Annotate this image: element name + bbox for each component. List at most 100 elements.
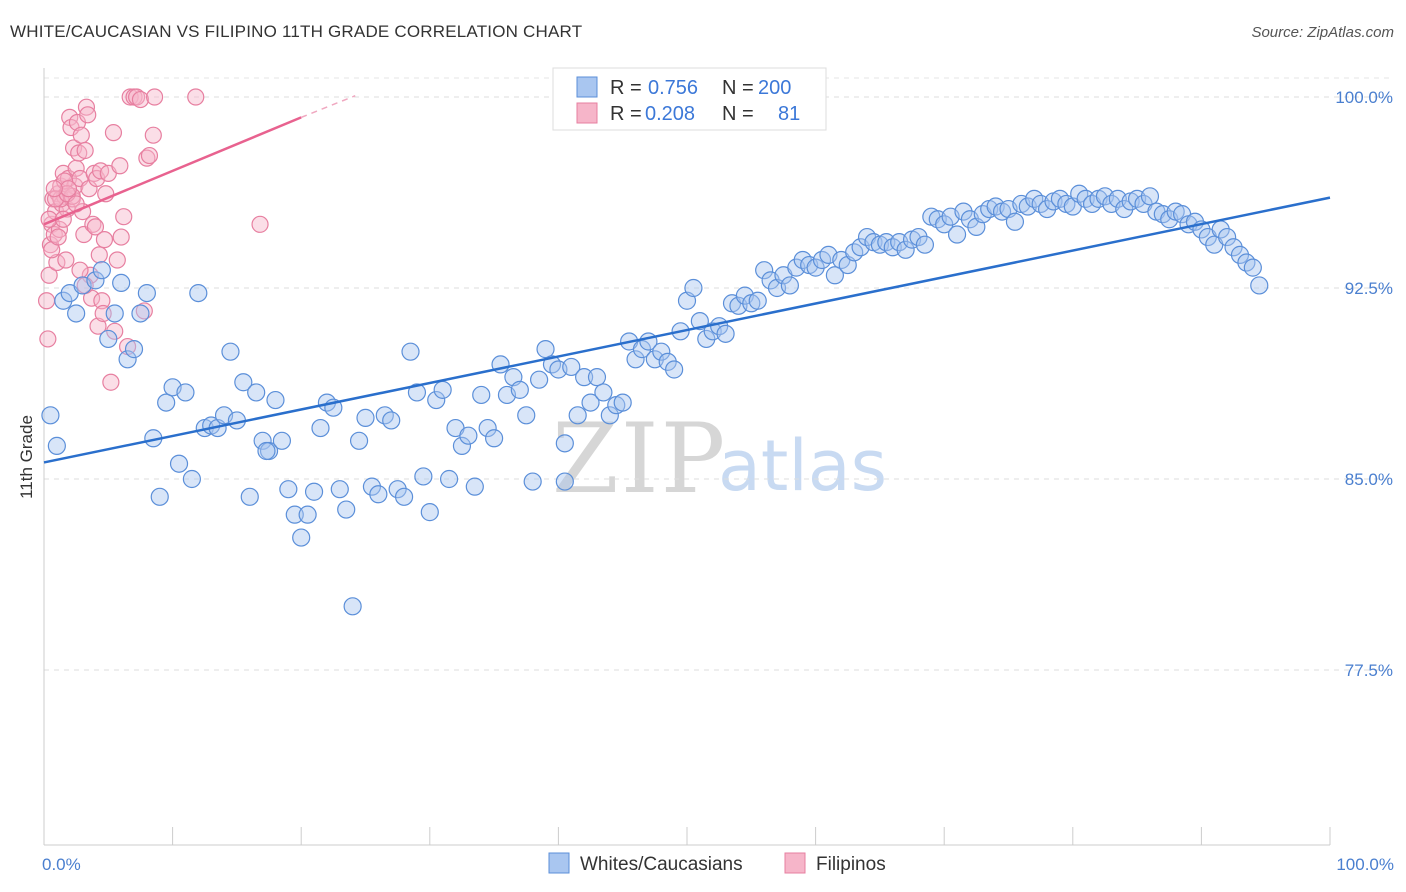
whites-trend-line [43,196,1331,464]
bottom-legend-label: Whites/Caucasians [580,854,743,875]
legend-n-value: 200 [758,77,791,99]
whites-point [92,261,111,280]
legend-swatch-pink [576,102,598,124]
filipinos-point [104,124,123,142]
whites-point [652,342,671,361]
filipinos-point [72,126,90,144]
x-tick-label: 100.0% [1336,855,1394,874]
whites-point [285,505,304,524]
whites-point [478,418,497,438]
y-axis-label: 11th Grade [17,415,36,499]
whites-point [157,393,176,412]
filipinos-point [57,251,75,269]
whites-point [613,393,632,412]
whites-point [684,278,703,298]
watermark-zip: ZIP [552,403,727,515]
whites-point [587,368,607,387]
whites-point [909,227,928,247]
whites-point [1224,238,1243,257]
filipinos-point [251,215,269,233]
whites-point [414,467,433,486]
whites-point [452,436,472,455]
filipinos-point [93,292,111,310]
legend-box [552,67,827,131]
filipinos-point [39,330,57,348]
filipinos-point [89,317,107,335]
x-tick-labels: 0.0% 100.0% [42,855,1394,874]
y-tick-label: 100.0% [1335,88,1393,107]
whites-point [221,342,240,361]
filipinos-point [111,157,129,175]
whites-point [131,304,150,323]
whites-point [298,505,317,524]
y-tick-label: 77.5% [1345,661,1393,680]
whites-point [356,408,375,427]
whites-point [915,235,935,254]
whites-point [292,528,311,547]
whites-point [54,291,73,310]
filipinos-point [71,261,89,279]
whites-point [382,411,401,430]
whites-point [1218,227,1237,247]
whites-point [954,202,973,221]
watermark-atlas: atlas [718,425,887,507]
whites-point [780,276,799,295]
legend-r-label: R = [610,103,642,125]
whites-point [112,273,131,293]
whites-point [433,380,452,399]
filipinos-point [108,251,126,269]
filipinos-point [84,215,102,233]
whites-point [755,261,774,280]
filipinos-point [95,231,114,249]
x-tick-label: 0.0% [42,855,81,874]
whites-point [1243,258,1262,277]
whites-point [234,373,253,392]
whites-point [279,480,298,499]
whites-point [697,329,716,349]
whites-point [304,482,324,501]
whites-point [562,357,581,377]
whites-point [523,472,542,491]
whites-point [169,454,189,473]
whites-point [465,477,484,496]
whites-point [266,390,285,410]
whites-point [555,434,574,453]
whites-point [272,431,292,450]
whites-point [530,370,549,389]
filipinos-point [121,88,139,106]
whites-point [362,477,382,496]
whites-point [47,436,66,455]
whites-point [343,597,362,616]
whites-point [189,283,208,303]
whites-point [632,340,652,359]
whites-point [137,283,156,303]
whites-point [41,406,60,425]
whites-point [150,487,169,506]
filipinos-point [45,180,63,198]
y-tick-labels: 100.0% 92.5% 85.0% 77.5% [1335,88,1393,680]
bottom-legend: Whites/Caucasians Filipinos [548,852,886,875]
whites-point [330,480,349,499]
whites-point [407,383,427,402]
whites-point [581,393,600,412]
trend-lines [43,95,1331,464]
filipinos-point [112,228,130,246]
whites-point [485,429,504,448]
whites-point [439,469,459,489]
whites-point [1115,199,1134,219]
whites-point [536,340,555,359]
legend-swatch-blue [576,76,598,98]
whites-point [86,271,105,290]
whites-point [369,485,388,504]
filipinos-point [76,141,94,160]
legend-n-value: 81 [778,103,800,125]
whites-point [658,352,677,371]
whites-point [1230,245,1250,264]
filipinos-point [90,246,108,264]
whites-point [388,480,407,499]
whites-point [806,258,825,277]
filipinos-point [131,90,150,109]
y-tick-label: 92.5% [1345,279,1393,298]
whites-point [427,390,446,410]
y-tick-label: 85.0% [1345,470,1393,489]
